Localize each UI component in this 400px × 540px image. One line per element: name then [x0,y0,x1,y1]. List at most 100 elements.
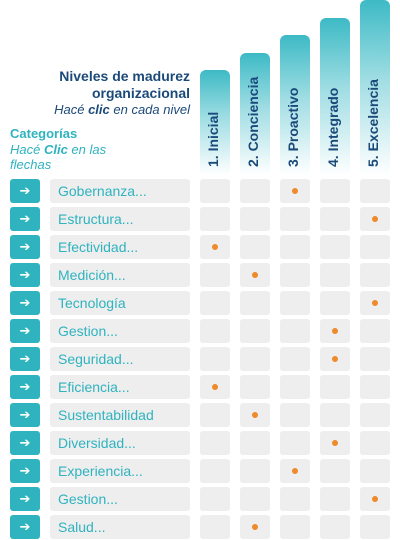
level-header-3[interactable]: 3. Proactivo [280,35,310,175]
level-cell-4[interactable] [320,487,350,511]
selected-level-dot [332,440,338,446]
level-cell-5[interactable] [360,347,390,371]
arrow-right-icon[interactable]: ➔ [10,179,40,203]
level-cell-2[interactable] [240,487,270,511]
arrow-right-icon[interactable]: ➔ [10,263,40,287]
level-cell-1[interactable] [200,515,230,539]
level-cell-1[interactable] [200,431,230,455]
level-cell-3[interactable] [280,515,310,539]
level-cell-4[interactable] [320,431,350,455]
category-label[interactable]: Gobernanza... [50,179,190,203]
level-cell-1[interactable] [200,291,230,315]
level-cell-1[interactable] [200,375,230,399]
level-cell-5[interactable] [360,403,390,427]
category-label[interactable]: Tecnología [50,291,190,315]
level-cell-5[interactable] [360,431,390,455]
arrow-right-icon[interactable]: ➔ [10,375,40,399]
level-cell-3[interactable] [280,207,310,231]
arrow-right-icon[interactable]: ➔ [10,235,40,259]
category-row: ➔ Medición... [10,263,400,287]
level-cell-3[interactable] [280,263,310,287]
level-cell-4[interactable] [320,291,350,315]
level-cell-2[interactable] [240,207,270,231]
level-cell-2[interactable] [240,459,270,483]
level-cell-2[interactable] [240,291,270,315]
level-cell-4[interactable] [320,319,350,343]
level-cell-1[interactable] [200,403,230,427]
level-cell-1[interactable] [200,235,230,259]
level-cell-3[interactable] [280,403,310,427]
level-cell-3[interactable] [280,235,310,259]
level-cell-5[interactable] [360,487,390,511]
arrow-right-icon[interactable]: ➔ [10,459,40,483]
category-label[interactable]: Eficiencia... [50,375,190,399]
category-label[interactable]: Experiencia... [50,459,190,483]
level-cell-3[interactable] [280,291,310,315]
level-cell-3[interactable] [280,319,310,343]
level-header-2[interactable]: 2. Conciencia [240,52,270,175]
category-label[interactable]: Efectividad... [50,235,190,259]
level-cell-5[interactable] [360,291,390,315]
level-cell-5[interactable] [360,319,390,343]
level-cell-2[interactable] [240,515,270,539]
level-cell-3[interactable] [280,431,310,455]
level-cell-1[interactable] [200,207,230,231]
level-cell-3[interactable] [280,179,310,203]
arrow-right-icon[interactable]: ➔ [10,431,40,455]
level-cell-2[interactable] [240,179,270,203]
level-cell-4[interactable] [320,375,350,399]
level-cell-4[interactable] [320,263,350,287]
arrow-right-icon[interactable]: ➔ [10,487,40,511]
level-cell-4[interactable] [320,235,350,259]
arrow-right-icon[interactable]: ➔ [10,319,40,343]
level-cell-5[interactable] [360,263,390,287]
level-label: 4. Integrado [325,87,341,167]
level-cell-1[interactable] [200,487,230,511]
category-label[interactable]: Medición... [50,263,190,287]
level-cell-5[interactable] [360,375,390,399]
level-cell-3[interactable] [280,487,310,511]
level-cell-3[interactable] [280,459,310,483]
level-cell-4[interactable] [320,403,350,427]
level-cell-4[interactable] [320,459,350,483]
level-cell-2[interactable] [240,263,270,287]
level-cell-2[interactable] [240,375,270,399]
level-cell-2[interactable] [240,403,270,427]
category-label[interactable]: Salud... [50,515,190,539]
level-cell-4[interactable] [320,179,350,203]
level-cell-4[interactable] [320,347,350,371]
arrow-right-icon[interactable]: ➔ [10,291,40,315]
level-header-4[interactable]: 4. Integrado [320,17,350,175]
level-cell-1[interactable] [200,179,230,203]
level-header-5[interactable]: 5. Excelencia [360,0,390,175]
level-cell-2[interactable] [240,347,270,371]
level-cell-5[interactable] [360,459,390,483]
level-cell-1[interactable] [200,319,230,343]
category-label[interactable]: Estructura... [50,207,190,231]
category-label[interactable]: Gestion... [50,487,190,511]
level-cell-1[interactable] [200,459,230,483]
arrow-right-icon[interactable]: ➔ [10,347,40,371]
level-header-1[interactable]: 1. Inicial [200,70,230,175]
level-cell-2[interactable] [240,319,270,343]
level-cell-2[interactable] [240,235,270,259]
category-label[interactable]: Diversidad... [50,431,190,455]
arrow-right-icon[interactable]: ➔ [10,515,40,539]
level-cell-4[interactable] [320,207,350,231]
level-cell-5[interactable] [360,515,390,539]
level-cell-4[interactable] [320,515,350,539]
level-cell-3[interactable] [280,375,310,399]
arrow-right-icon[interactable]: ➔ [10,207,40,231]
arrow-right-icon[interactable]: ➔ [10,403,40,427]
level-cell-2[interactable] [240,431,270,455]
category-label[interactable]: Gestion... [50,319,190,343]
level-cell-1[interactable] [200,263,230,287]
level-cell-5[interactable] [360,207,390,231]
level-cell-5[interactable] [360,235,390,259]
category-label[interactable]: Sustentabilidad [50,403,190,427]
selected-level-dot [252,272,258,278]
level-cell-3[interactable] [280,347,310,371]
category-label[interactable]: Seguridad... [50,347,190,371]
level-cell-5[interactable] [360,179,390,203]
level-cell-1[interactable] [200,347,230,371]
